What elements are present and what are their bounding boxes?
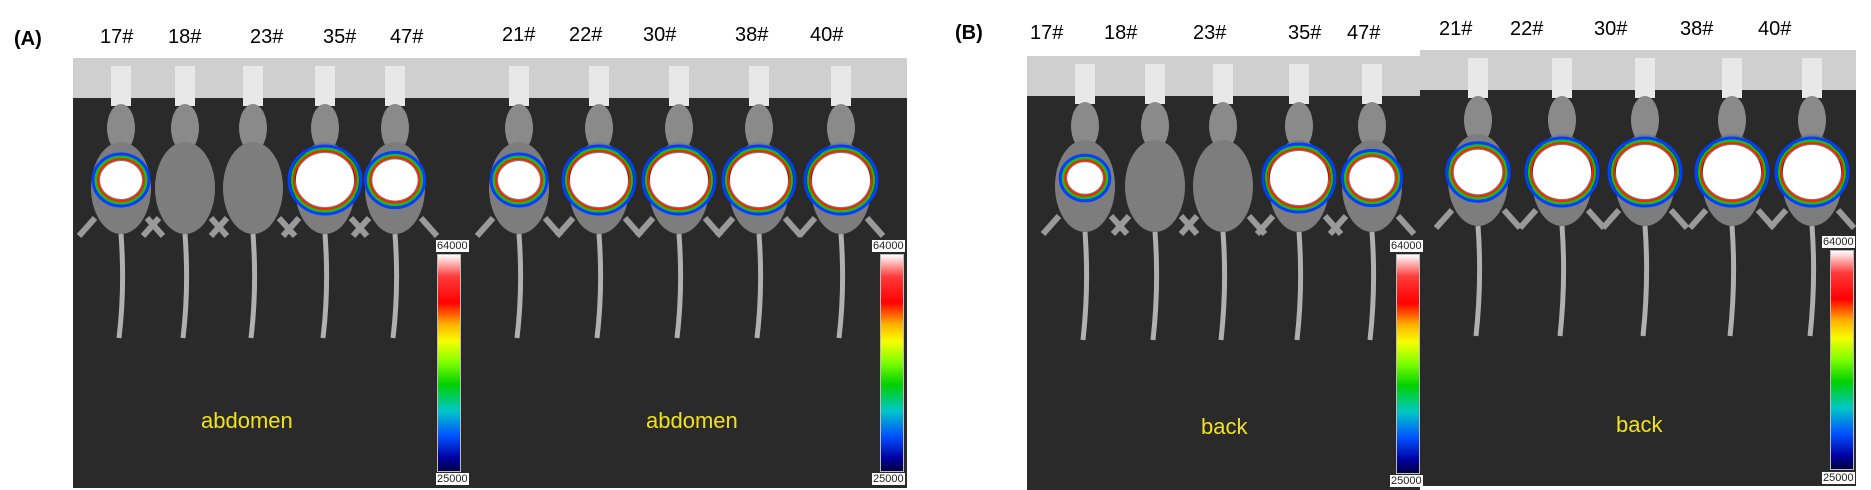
mouse (554, 66, 644, 339)
mouse (280, 66, 370, 339)
mouse-id: 17# (100, 26, 134, 48)
mouse-id: 47# (390, 26, 424, 48)
panel-label-b: (B) (955, 22, 983, 44)
mouse (714, 66, 804, 339)
body-site-label: abdomen (646, 408, 738, 433)
mouse-photo (73, 58, 461, 488)
mouse (1327, 64, 1417, 341)
scale-min-label: 25000 (1822, 472, 1855, 484)
scale-max-label: 64000 (1390, 240, 1423, 252)
mouse-id: 40# (810, 24, 844, 46)
body-site-label: abdomen (201, 408, 293, 433)
mouse-photo (1027, 56, 1420, 490)
mouse (1687, 58, 1777, 337)
mouse (208, 66, 298, 339)
mouse-id: 21# (502, 24, 536, 46)
mouse-id: 35# (1288, 22, 1322, 44)
intensity-color-scale (437, 254, 461, 472)
mouse (1178, 64, 1268, 341)
intensity-color-scale (1396, 254, 1420, 474)
mouse-id: 21# (1439, 18, 1473, 40)
body-site-label: back (1201, 414, 1248, 439)
mouse-id: 30# (1594, 18, 1628, 40)
body-site-label: back (1616, 412, 1663, 437)
mouse (1600, 58, 1690, 337)
mouse-id: 38# (735, 24, 769, 46)
mouse-silhouettes (461, 58, 907, 339)
panel-label-a: (A) (14, 28, 42, 50)
mouse (796, 66, 886, 339)
mouse-silhouettes (1027, 56, 1420, 341)
mouse (1254, 64, 1344, 341)
mouse-id: 18# (168, 26, 202, 48)
mouse (1110, 64, 1200, 341)
scale-min-label: 25000 (436, 473, 469, 485)
mouse (140, 66, 230, 339)
mouse-silhouettes (1420, 50, 1856, 337)
mouse-id: 23# (250, 26, 284, 48)
mouse-id: 47# (1347, 22, 1381, 44)
mouse-id: 40# (1758, 18, 1792, 40)
mouse-id: 38# (1680, 18, 1714, 40)
scale-min-label: 25000 (1390, 475, 1423, 487)
intensity-color-scale (880, 254, 904, 472)
mouse-id: 30# (643, 24, 677, 46)
scale-min-label: 25000 (872, 473, 905, 485)
scale-max-label: 64000 (1822, 236, 1855, 248)
mouse (1517, 58, 1607, 337)
mouse-photo (1420, 50, 1856, 486)
mouse-id: 17# (1030, 22, 1064, 44)
mouse-photo (461, 58, 907, 488)
mouse-id: 23# (1193, 22, 1227, 44)
mouse (76, 66, 166, 339)
mouse-id: 35# (323, 26, 357, 48)
scale-max-label: 64000 (436, 240, 469, 252)
mouse (1767, 58, 1856, 337)
mouse (1433, 58, 1523, 337)
mouse (1040, 64, 1130, 341)
mouse (474, 66, 564, 339)
mouse-id: 18# (1104, 22, 1138, 44)
scale-max-label: 64000 (872, 240, 905, 252)
mouse (634, 66, 724, 339)
mouse-id: 22# (569, 24, 603, 46)
mouse (350, 66, 440, 339)
intensity-color-scale (1830, 250, 1854, 470)
mouse-id: 22# (1510, 18, 1544, 40)
mouse-silhouettes (73, 58, 461, 339)
